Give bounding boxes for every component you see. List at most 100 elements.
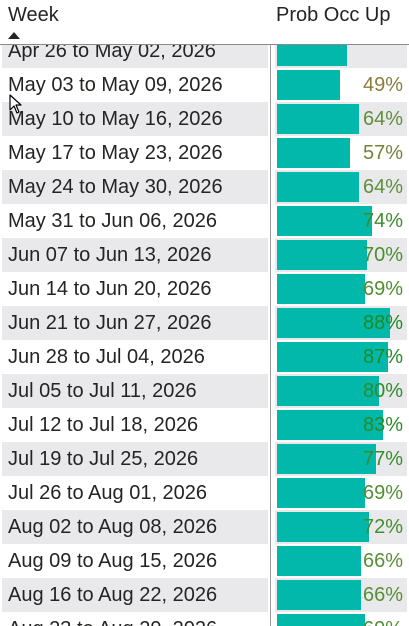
week-cell: May 03 to May 09, 2026 (8, 74, 223, 96)
data-bar (277, 138, 350, 168)
prob-occ-up-cell: 64% (275, 102, 407, 136)
percent-label: 64% (362, 176, 403, 198)
table-row[interactable]: Aug 09 to Aug 15, 2026 66% (0, 544, 409, 578)
column-divider (270, 102, 271, 136)
percent-label: 64% (362, 108, 403, 130)
prob-occ-up-cell (275, 45, 407, 68)
prob-occ-up-cell: 88% (275, 306, 407, 340)
percent-label: 66% (362, 584, 403, 606)
column-divider (270, 204, 271, 238)
prob-occ-up-cell: 70% (275, 238, 407, 272)
week-cell: Jun 07 to Jun 13, 2026 (2, 238, 268, 272)
week-cell: Aug 16 to Aug 22, 2026 (2, 578, 268, 612)
column-divider (270, 306, 271, 340)
column-divider (270, 442, 271, 476)
table-row[interactable]: May 03 to May 09, 2026 49% (0, 68, 409, 102)
data-bar (277, 240, 367, 270)
prob-occ-up-cell: 83% (275, 408, 407, 442)
percent-label: 70% (362, 244, 403, 266)
table-row[interactable]: Jun 28 to Jul 04, 2026 87% (0, 340, 409, 374)
column-divider (270, 45, 271, 68)
percent-label: 87% (362, 346, 403, 368)
table-row[interactable]: Jul 19 to Jul 25, 2026 77% (0, 442, 409, 476)
week-cell: May 17 to May 23, 2026 (8, 142, 223, 164)
prob-occ-up-cell: 72% (275, 510, 407, 544)
table-row[interactable]: Jun 21 to Jun 27, 2026 88% (0, 306, 409, 340)
column-header-week[interactable]: Week (8, 4, 59, 26)
prob-occ-up-cell: 66% (275, 578, 407, 612)
percent-label: 57% (362, 142, 403, 164)
data-bar (277, 274, 365, 304)
table-row[interactable]: Jul 05 to Jul 11, 2026 80% (0, 374, 409, 408)
table-row[interactable]: Aug 02 to Aug 08, 2026 72% (0, 510, 409, 544)
table-row[interactable]: Jun 14 to Jun 20, 2026 69% (0, 272, 409, 306)
column-divider (270, 544, 271, 578)
column-divider (270, 374, 271, 408)
table-header: Week Prob Occ Up (0, 0, 409, 45)
prob-occ-up-cell: 74% (275, 204, 407, 238)
column-divider (270, 136, 271, 170)
data-bar (277, 342, 388, 372)
data-bar (277, 512, 369, 542)
percent-label: 72% (362, 516, 403, 538)
prob-occ-up-cell: 64% (275, 170, 407, 204)
percent-label: 83% (362, 414, 403, 436)
percent-label: 80% (362, 380, 403, 402)
week-cell: Jul 05 to Jul 11, 2026 (2, 374, 268, 408)
column-divider (270, 578, 271, 612)
week-cell: Aug 09 to Aug 15, 2026 (8, 550, 218, 572)
week-cell: Aug 02 to Aug 08, 2026 (2, 510, 268, 544)
data-bar (277, 376, 379, 406)
data-bar (277, 308, 390, 338)
percent-label: 66% (362, 550, 403, 572)
table-row[interactable]: Aug 16 to Aug 22, 2026 66% (0, 578, 409, 612)
table-row[interactable]: May 17 to May 23, 2026 57% (0, 136, 409, 170)
column-divider (270, 272, 271, 306)
table-row[interactable]: Apr 26 to May 02, 2026 (0, 45, 409, 68)
column-divider (270, 510, 271, 544)
prob-occ-up-cell: 57% (275, 136, 407, 170)
week-cell: Jun 28 to Jul 04, 2026 (8, 346, 205, 368)
prob-occ-up-cell: 80% (275, 374, 407, 408)
table-row[interactable]: Jul 12 to Jul 18, 2026 83% (0, 408, 409, 442)
data-bar (277, 580, 361, 610)
column-divider (270, 238, 271, 272)
column-divider (270, 170, 271, 204)
percent-label: 77% (362, 448, 403, 470)
prob-occ-up-cell: 66% (275, 544, 407, 578)
table-row[interactable]: Jul 26 to Aug 01, 2026 69% (0, 476, 409, 510)
table-row[interactable]: Jun 07 to Jun 13, 2026 70% (0, 238, 409, 272)
column-header-prob-occ-up[interactable]: Prob Occ Up (276, 4, 391, 26)
week-cell: Jul 12 to Jul 18, 2026 (8, 414, 199, 436)
percent-label: 69% (362, 278, 403, 300)
data-bar (277, 45, 347, 66)
data-bar (277, 70, 340, 100)
column-divider (270, 68, 271, 102)
prob-occ-up-cell: 69% (275, 272, 407, 306)
week-cell: Aug 23 to Aug 29, 2026 (2, 612, 268, 626)
week-cell: Jul 26 to Aug 01, 2026 (8, 482, 208, 504)
prob-occ-up-cell: 69% (275, 612, 407, 626)
data-bar (277, 104, 359, 134)
percent-label: 69% (363, 612, 403, 626)
table-body[interactable]: Apr 26 to May 02, 2026 May 03 to May 09, … (0, 45, 409, 626)
data-bar (277, 172, 359, 202)
week-cell: May 24 to May 30, 2026 (2, 170, 268, 204)
table-row[interactable]: May 24 to May 30, 2026 64% (0, 170, 409, 204)
table-row[interactable]: May 10 to May 16, 2026 64% (0, 102, 409, 136)
column-divider (270, 408, 271, 442)
table-row[interactable]: Aug 23 to Aug 29, 2026 69% (0, 612, 409, 626)
table-rows: Apr 26 to May 02, 2026 May 03 to May 09, … (0, 45, 409, 626)
prob-occ-up-cell: 87% (275, 340, 407, 374)
sort-ascending-icon[interactable] (8, 32, 20, 39)
column-divider (270, 476, 271, 510)
week-cell: May 10 to May 16, 2026 (2, 102, 268, 136)
table-row[interactable]: May 31 to Jun 06, 2026 74% (0, 204, 409, 238)
percent-label: 74% (362, 210, 403, 232)
prob-occ-up-cell: 69% (275, 476, 407, 510)
data-bar (277, 478, 365, 508)
column-divider (270, 340, 271, 374)
data-bar (277, 614, 365, 626)
percent-label: 49% (362, 74, 403, 96)
week-cell: May 31 to Jun 06, 2026 (8, 210, 218, 232)
